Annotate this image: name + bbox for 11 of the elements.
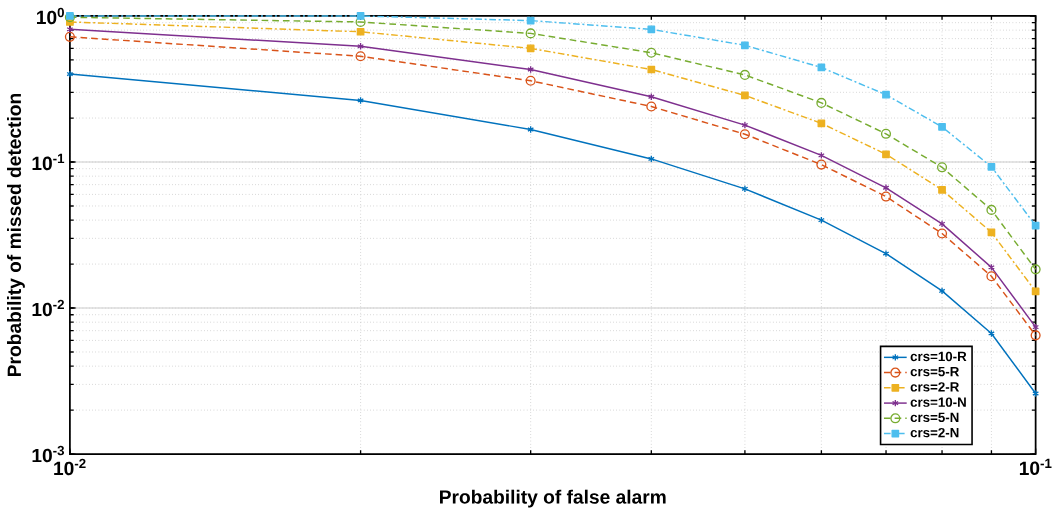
legend-label: crs=5-R — [910, 366, 960, 377]
legend-label: crs=5-N — [910, 412, 959, 422]
x-axis-title: Probability of false alarm — [440, 489, 666, 508]
y-axis-title: Probability of missed detection — [7, 93, 25, 376]
legend-label: crs=2-R — [910, 382, 960, 392]
legend-label: crs=10-R — [910, 351, 967, 361]
y-tick-label: 10$^{-2}$ — [32, 299, 64, 317]
y-tick-label: 10$^{0}$ — [37, 7, 64, 25]
legend-label: crs=10-N — [910, 397, 966, 407]
y-tick-label: 10$^{-1}$ — [32, 153, 65, 171]
legend-label: crs=2-N — [910, 427, 959, 438]
